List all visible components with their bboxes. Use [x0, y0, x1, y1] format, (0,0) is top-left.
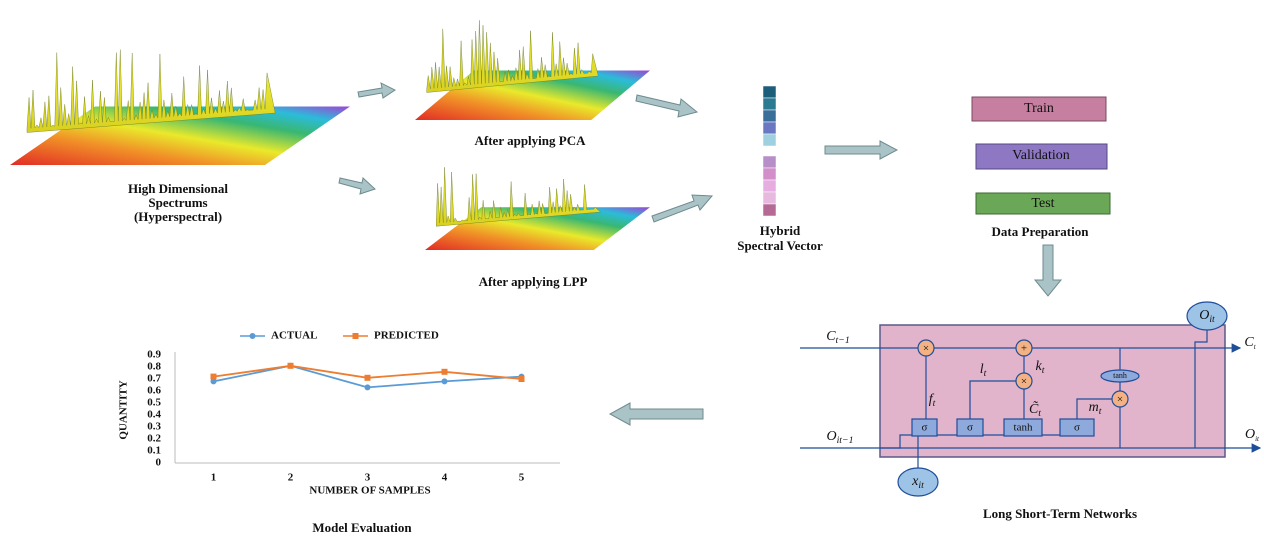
legend-marker	[353, 333, 359, 339]
symbol-subscript: t−1	[836, 335, 850, 346]
y-tick-label: 0.3	[147, 421, 161, 433]
y-tick-label: 0.1	[147, 445, 161, 457]
vector-cell	[763, 86, 776, 98]
split-label: Test	[1031, 196, 1054, 211]
vector-cell	[763, 156, 776, 168]
y-tick-label: 0.6	[147, 385, 161, 397]
vector-cell	[763, 98, 776, 110]
point	[519, 376, 525, 382]
vector-cell	[763, 122, 776, 134]
activation-label: tanh	[1113, 371, 1127, 380]
lstm-title: Long Short-Term Networks	[983, 506, 1137, 521]
point	[288, 363, 294, 369]
x-axis-label: NUMBER OF SAMPLES	[309, 485, 430, 497]
point	[442, 369, 448, 375]
symbol-subscript: t	[984, 368, 987, 379]
lpp-label: After applying LPP	[479, 274, 588, 289]
math-symbol: Oit−1	[826, 429, 853, 446]
spectral-surface	[425, 167, 650, 250]
operator-label: ×	[1021, 376, 1027, 388]
point	[365, 384, 371, 390]
input-label: (Hyperspectral)	[134, 209, 222, 224]
arrow	[825, 141, 897, 159]
symbol-subscript: it	[918, 480, 924, 491]
split-label: Train	[1024, 101, 1054, 116]
vector-label: Spectral Vector	[737, 238, 823, 253]
y-tick-label: 0.8	[147, 361, 161, 373]
symbol-subscript: t	[1042, 365, 1045, 376]
symbol-subscript: it	[1255, 435, 1260, 443]
y-tick-label: 0.4	[147, 409, 161, 421]
symbol-subscript: t	[1254, 343, 1257, 351]
math-symbol: Oit	[1245, 427, 1260, 442]
input-label: Spectrums	[148, 195, 207, 210]
arrow	[339, 178, 375, 194]
gate-label: tanh	[1014, 422, 1033, 434]
spectral-surface	[10, 50, 350, 165]
y-tick-label: 0.5	[147, 397, 161, 409]
y-tick-label: 0.2	[147, 433, 161, 445]
y-tick-label: 0.7	[147, 373, 161, 385]
point	[442, 378, 448, 384]
x-tick-label: 2	[288, 472, 294, 484]
symbol-base: O	[1199, 308, 1209, 323]
symbol-subscript: t	[933, 398, 936, 409]
y-tick-label: 0	[156, 457, 162, 469]
math-symbol: Ct	[1244, 335, 1256, 350]
figure: 00.10.20.30.40.50.60.70.80.9 1 2 3 4 5 NUMBER …	[0, 0, 1264, 539]
vector-cell	[763, 180, 776, 192]
symbol-subscript: t	[1038, 408, 1041, 419]
operator-label: +	[1021, 343, 1027, 355]
x-tick-label: 3	[365, 472, 371, 484]
split-label: Validation	[1012, 148, 1070, 163]
gate-label: σ	[967, 422, 973, 434]
legend-label: PREDICTED	[374, 330, 439, 342]
y-tick-label: 0.9	[147, 349, 161, 361]
arrow	[610, 403, 703, 425]
symbol-subscript: t	[1099, 406, 1102, 417]
symbol-subscript: it−1	[837, 435, 854, 446]
operator-label: ×	[923, 343, 929, 355]
arrow	[636, 95, 697, 117]
symbol-base: O	[1245, 427, 1255, 442]
vector-cell	[763, 168, 776, 180]
data-prep-title: Data Preparation	[992, 224, 1090, 239]
vector-label: Hybrid	[760, 223, 801, 238]
arrow	[1035, 245, 1061, 296]
operator-label: ×	[1117, 394, 1123, 406]
legend-marker	[250, 333, 256, 339]
x-tick-label: 5	[519, 472, 525, 484]
symbol-base: m	[1089, 400, 1099, 415]
x-tick-label: 1	[211, 472, 217, 484]
chart-title: Model Evaluation	[312, 520, 412, 535]
arrow	[358, 83, 395, 98]
point	[365, 375, 371, 381]
gate-label: σ	[1074, 422, 1080, 434]
hybrid-vector	[763, 86, 776, 216]
evaluation-chart: 00.10.20.30.40.50.60.70.80.9 1 2 3 4 5 NUMBER …	[118, 330, 560, 535]
y-axis-label: QUANTITY	[118, 380, 130, 439]
symbol-subscript: it	[1209, 314, 1215, 325]
x-tick-label: 4	[442, 472, 448, 484]
vector-cell	[763, 204, 776, 216]
point	[211, 374, 217, 380]
arrow	[652, 195, 712, 222]
gate-label: σ	[922, 422, 928, 434]
surface-base	[425, 207, 650, 250]
vector-cell	[763, 192, 776, 204]
spectral-surface	[415, 20, 650, 120]
input-label: High Dimensional	[128, 181, 228, 196]
pca-label: After applying PCA	[475, 133, 587, 148]
symbol-base: O	[826, 429, 836, 444]
lstm-cell	[800, 302, 1260, 496]
legend-label: ACTUAL	[271, 330, 317, 342]
math-symbol: Ct−1	[826, 329, 850, 346]
vector-cell	[763, 110, 776, 122]
vector-cell	[763, 134, 776, 146]
